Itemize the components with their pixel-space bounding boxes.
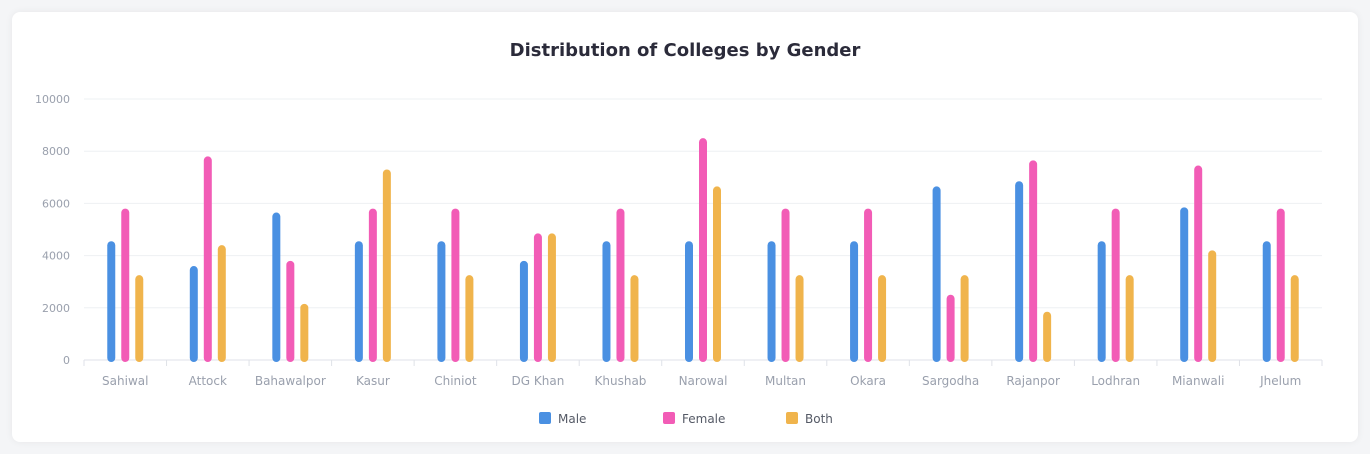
bar-male[interactable] [189, 266, 198, 362]
bar-female[interactable] [946, 294, 955, 362]
legend-swatch-male[interactable] [539, 412, 551, 424]
bar-female[interactable] [864, 208, 873, 362]
bar-male[interactable] [850, 241, 859, 362]
bar-female[interactable] [1029, 160, 1038, 362]
bar-female[interactable] [699, 138, 707, 362]
y-tick-label: 4000 [42, 250, 70, 263]
x-category-label: Rajanpor [1006, 374, 1060, 388]
bar-female[interactable] [781, 208, 790, 362]
x-category-label: Sargodha [922, 374, 979, 388]
legend-swatch-both[interactable] [786, 412, 798, 424]
x-category-label: Narowal [679, 374, 728, 388]
bar-female[interactable] [1194, 165, 1203, 362]
x-category-label: DG Khan [512, 374, 565, 388]
bar-female[interactable] [286, 260, 295, 362]
bar-male[interactable] [1097, 241, 1106, 362]
bar-male[interactable] [437, 241, 446, 362]
bar-male[interactable] [272, 212, 281, 362]
x-category-label: Kasur [356, 374, 390, 388]
x-category-label: Bahawalpor [255, 374, 326, 388]
bar-both[interactable] [465, 275, 474, 362]
bar-male[interactable] [519, 260, 528, 362]
bar-both[interactable] [217, 245, 226, 362]
bar-both[interactable] [713, 186, 721, 362]
bar-female[interactable] [121, 208, 130, 362]
bar-female[interactable] [451, 208, 460, 362]
x-category-label: Chiniot [434, 374, 477, 388]
bar-both[interactable] [1208, 250, 1217, 362]
chart-title: Distribution of Colleges by Gender [509, 40, 861, 61]
bar-both[interactable] [382, 169, 391, 362]
bar-male[interactable] [602, 241, 611, 362]
x-category-label: Attock [189, 374, 227, 388]
x-category-label: Khushab [595, 374, 647, 388]
bar-female[interactable] [203, 156, 212, 362]
x-category-label: Jhelum [1259, 374, 1301, 388]
bar-male[interactable] [354, 241, 363, 362]
bar-male[interactable] [1180, 207, 1189, 362]
bar-both[interactable] [630, 275, 639, 362]
chart-card: Distribution of Colleges by Gender 0 2000… [12, 12, 1358, 442]
y-tick-label: 10000 [35, 93, 70, 106]
y-tick-label: 0 [63, 354, 70, 367]
y-tick-label: 8000 [42, 145, 70, 158]
bar-female[interactable] [1111, 208, 1120, 362]
bar-both[interactable] [135, 275, 144, 362]
bar-both[interactable] [1290, 275, 1299, 362]
legend-label-both[interactable]: Both [805, 412, 833, 426]
x-category-label: Lodhran [1091, 374, 1140, 388]
bar-male[interactable] [767, 241, 776, 362]
bar-both[interactable] [878, 275, 887, 362]
bar-both[interactable] [960, 275, 969, 362]
bar-both[interactable] [1043, 311, 1052, 362]
legend-swatch-female[interactable] [663, 412, 675, 424]
bar-male[interactable] [107, 241, 116, 362]
y-tick-label: 2000 [42, 302, 70, 315]
bar-male[interactable] [1262, 241, 1271, 362]
x-category-label: Okara [850, 374, 886, 388]
x-category-label: Mianwali [1172, 374, 1224, 388]
y-tick-label: 6000 [42, 197, 70, 210]
bar-both[interactable] [1125, 275, 1134, 362]
x-category-label: Sahiwal [102, 374, 148, 388]
bar-both[interactable] [300, 303, 309, 362]
bar-female[interactable] [533, 233, 542, 362]
bar-female[interactable] [1276, 208, 1285, 362]
bar-female[interactable] [368, 208, 377, 362]
bar-male[interactable] [685, 241, 693, 362]
legend-label-female[interactable]: Female [682, 412, 725, 426]
bar-female[interactable] [616, 208, 625, 362]
bar-both[interactable] [547, 233, 556, 362]
bar-both[interactable] [795, 275, 804, 362]
bar-chart: 0 2000 4000 6000 8000 10000 Sahiwal Attock Bahaw… [35, 93, 1323, 426]
legend-label-male[interactable]: Male [558, 412, 586, 426]
bar-male[interactable] [1015, 181, 1024, 362]
x-category-label: Multan [765, 374, 806, 388]
bar-male[interactable] [932, 186, 941, 362]
